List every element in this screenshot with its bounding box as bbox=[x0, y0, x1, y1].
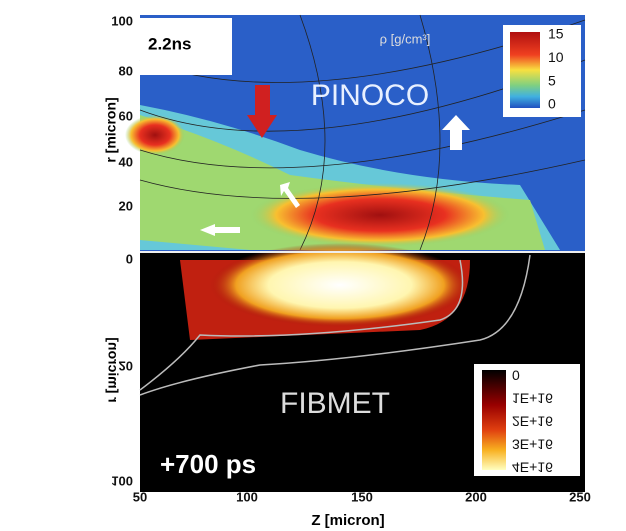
colorbar-label: 15 bbox=[548, 26, 564, 42]
colorbar-label: 10 bbox=[548, 49, 564, 65]
page: {"top_panel": {"time_label": "2.2ns", "c… bbox=[0, 0, 626, 531]
x-tick-label: 50 bbox=[133, 489, 147, 504]
colorbar bbox=[482, 370, 506, 470]
y-tick-label: 60 bbox=[119, 108, 133, 123]
colorbar bbox=[510, 32, 540, 108]
code-label: FIBMET bbox=[280, 387, 390, 420]
y-axis-label: r [micron] bbox=[103, 97, 119, 162]
time-label: 2.2ns bbox=[148, 34, 191, 53]
x-tick-label: 200 bbox=[465, 489, 487, 504]
figure: 2.2ns PINOCO ρ [g/cm³] 151050 FIBMET +70… bbox=[0, 0, 626, 531]
colorbar-label: 4E+16 bbox=[512, 459, 553, 475]
y-tick-label: 40 bbox=[119, 154, 133, 169]
colorbar-label: 2E+16 bbox=[512, 413, 553, 429]
y-tick-label: 100 bbox=[111, 13, 133, 28]
x-tick-label: 100 bbox=[236, 489, 258, 504]
x-tick-label: 250 bbox=[569, 489, 591, 504]
y-tick-label: 0 bbox=[126, 252, 133, 267]
x-axis-label: Z [micron] bbox=[311, 512, 384, 529]
code-label: PINOCO bbox=[311, 79, 429, 112]
y-tick-label: 80 bbox=[119, 63, 133, 78]
colorbar-label: 0 bbox=[548, 96, 556, 112]
emission-peak bbox=[210, 243, 470, 327]
time-label: +700 ps bbox=[160, 449, 256, 479]
colorbar-label: 3E+16 bbox=[512, 436, 553, 452]
colorbar-label: 1E+16 bbox=[512, 390, 553, 406]
y-axis-label: r [micron] bbox=[105, 337, 121, 402]
y-tick-label: 20 bbox=[119, 198, 133, 213]
y-tick-label: 100 bbox=[111, 474, 133, 489]
x-tick-label: 150 bbox=[351, 489, 373, 504]
colorbar-label: 5 bbox=[548, 72, 556, 88]
colorbar-label: 0 bbox=[512, 367, 520, 383]
colorbar-title: ρ [g/cm³] bbox=[380, 31, 431, 46]
